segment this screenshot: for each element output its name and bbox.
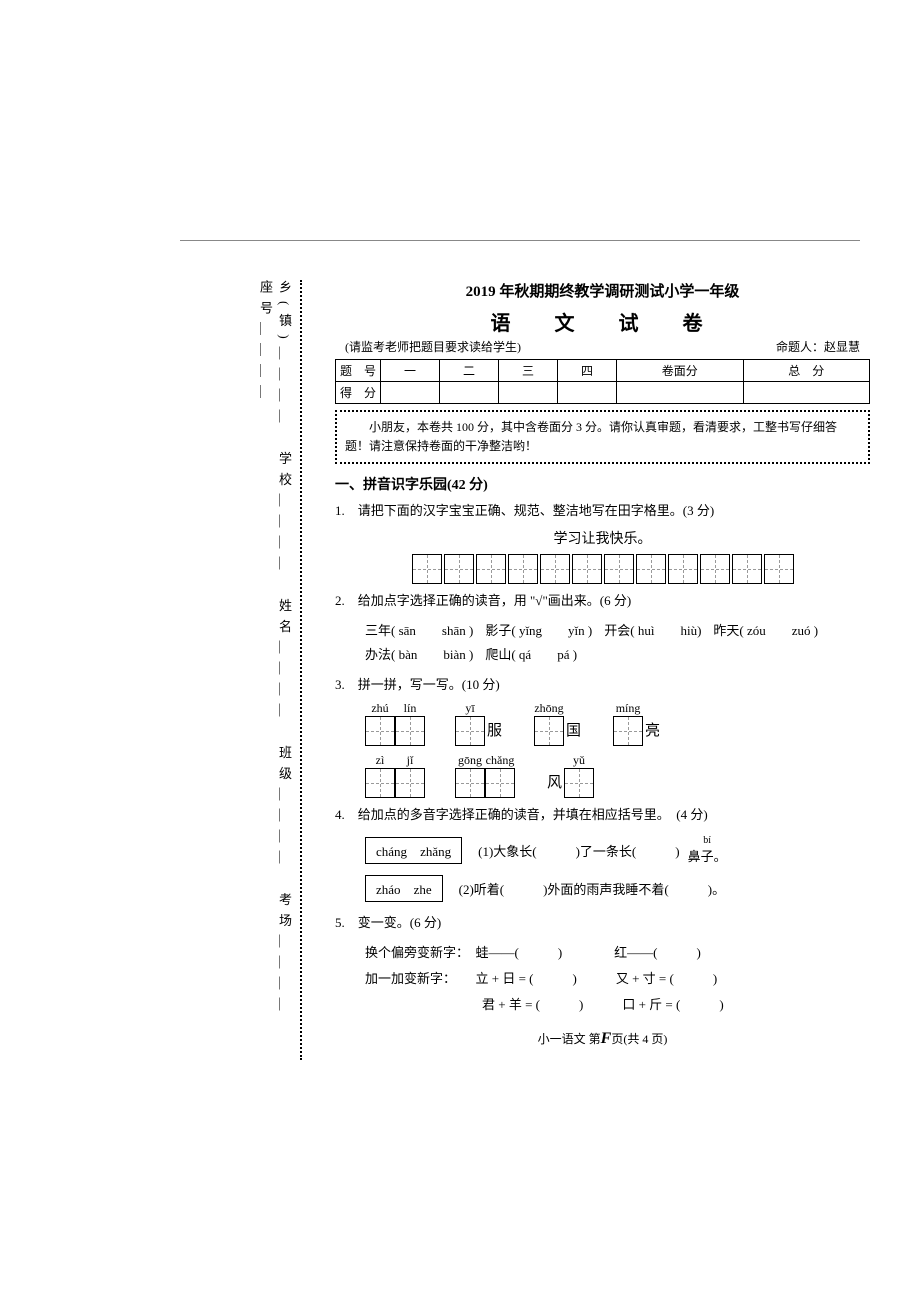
page-separator-line (180, 240, 860, 241)
table-header-row: 题 号 一 二 三 四 卷面分 总 分 (336, 360, 870, 382)
q3-row2: zì jǐ gōng chǎng 风 yǔ (335, 754, 870, 798)
q2-item: 办法( bàn biàn ) (365, 643, 473, 668)
grid-cell (540, 554, 570, 584)
grid-cell (412, 554, 442, 584)
grid-cell (455, 716, 485, 746)
grid-cell (764, 554, 794, 584)
score-cell (499, 382, 558, 404)
th-6: 总 分 (743, 360, 870, 382)
grid-cell (534, 716, 564, 746)
page-footer: 小一语文 第F页(共 4 页) (335, 1030, 870, 1048)
q2-item: 影子( yǐng yǐn ) (485, 619, 592, 644)
grid-cell (508, 554, 538, 584)
score-cell (558, 382, 617, 404)
section-1-title: 一、拼音识字乐园(42 分) (335, 474, 870, 494)
grid-cell (395, 768, 425, 798)
q4-row2: zháo zhe (2)听着( )外面的雨声我睡不着( )。 (335, 875, 870, 902)
th-label: 题 号 (336, 360, 381, 382)
grid-cell (365, 716, 395, 746)
score-table: 题 号 一 二 三 四 卷面分 总 分 得 分 (335, 359, 870, 404)
q5-lines: 换个偏旁变新字： 蛙——( ) 红——( ) 加一加变新字： 立 + 日 = (… (335, 940, 870, 1018)
th-1: 一 (381, 360, 440, 382)
th-5: 卷面分 (617, 360, 743, 382)
q2-items: 三年( sān shān ) 影子( yǐng yǐn ) 开会( huì hi… (335, 619, 870, 668)
option-box: cháng zhǎng (365, 837, 462, 864)
score-cell (440, 382, 499, 404)
monitor-note: (请监考老师把题目要求读给学生) (345, 338, 521, 355)
grid-cell (455, 768, 485, 798)
score-cell (617, 382, 743, 404)
row-label: 得 分 (336, 382, 381, 404)
grid-cell (365, 768, 395, 798)
grid-cell (668, 554, 698, 584)
grid-cell (572, 554, 602, 584)
option-box: zháo zhe (365, 875, 443, 902)
score-cell (743, 382, 870, 404)
instruction-box: 小朋友，本卷共 100 分，其中含卷面分 3 分。请你认真审题，看清要求，工整书… (335, 410, 870, 464)
th-2: 二 (440, 360, 499, 382)
th-4: 四 (558, 360, 617, 382)
q5-text: 5. 变一变。(6 分) (335, 912, 870, 934)
q1-grid-row1 (335, 554, 870, 584)
grid-cell (700, 554, 730, 584)
grid-cell (604, 554, 634, 584)
grid-cell (444, 554, 474, 584)
grid-cell (613, 716, 643, 746)
q1-sentence: 学习让我快乐。 (335, 528, 870, 548)
q2-item: 开会( huì hiù) (604, 619, 701, 644)
grid-cell (636, 554, 666, 584)
score-cell (381, 382, 440, 404)
author-name: 命题人：赵显慧 (776, 338, 860, 355)
q3-text: 3. 拼一拼，写一写。(10 分) (335, 674, 870, 696)
grid-cell (395, 716, 425, 746)
q4-row1: cháng zhǎng (1)大象长( )了一条长( ) bí鼻子。 (335, 836, 870, 865)
th-3: 三 (499, 360, 558, 382)
q1-text: 1. 请把下面的汉字宝宝正确、规范、整洁地写在田字格里。(3 分) (335, 500, 870, 522)
exam-title: 2019 年秋期期终教学调研测试小学一年级 (335, 280, 870, 301)
table-score-row: 得 分 (336, 382, 870, 404)
q2-item: 昨天( zóu zuó ) (713, 619, 818, 644)
q2-item: 三年( sān shān ) (365, 619, 473, 644)
grid-cell (476, 554, 506, 584)
page-mark: F (601, 1030, 612, 1047)
q2-item: 爬山( qá pá ) (485, 643, 577, 668)
grid-cell (485, 768, 515, 798)
q2-text: 2. 给加点字选择正确的读音，用 "√"画出来。(6 分) (335, 590, 870, 612)
subject-title: 语 文 试 卷 (335, 307, 870, 336)
grid-cell (732, 554, 762, 584)
grid-cell (564, 768, 594, 798)
q4-text: 4. 给加点的多音字选择正确的读音，并填在相应括号里。 (4 分) (335, 804, 870, 826)
q3-row1: zhú lín yī 服 zhōng 国 míng 亮 (335, 702, 870, 746)
